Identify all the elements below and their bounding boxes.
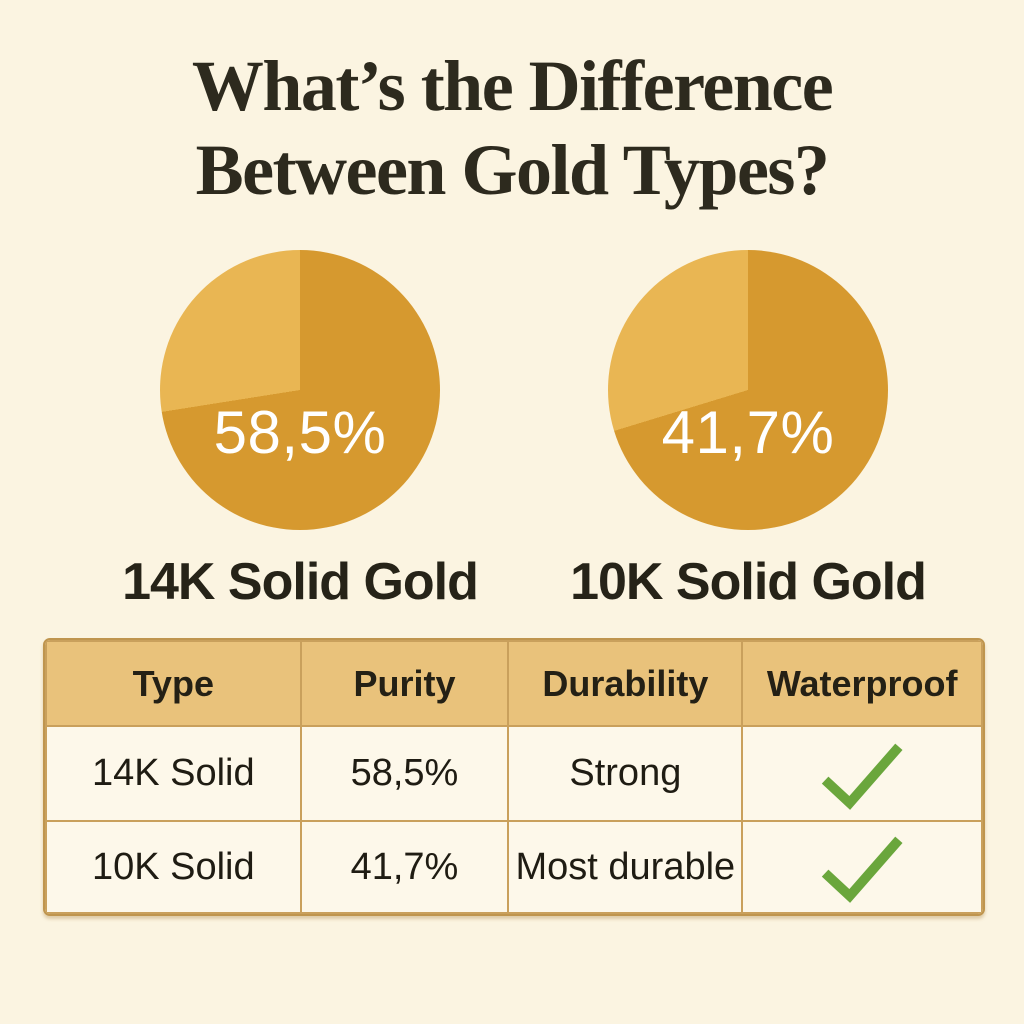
header-purity: Purity: [299, 640, 510, 727]
pie-chart-10k: 41,7%: [608, 250, 888, 530]
pie-chart-14k: 58,5%: [160, 250, 440, 530]
page-title-line1: What’s the Difference: [191, 46, 834, 126]
table-header-row: Type Purity Durability Waterproof: [45, 640, 983, 727]
table-row: 14K Solid 58,5% Strong: [45, 725, 983, 822]
pie-percent-label-10k: 41,7%: [661, 399, 835, 467]
pie-block-14k: 58,5% 14K Solid Gold: [110, 250, 490, 612]
page-title: What’s the Difference Between Gold Types…: [0, 44, 1024, 212]
pie-caption-14k: 14K Solid Gold: [122, 553, 479, 611]
comparison-table-wrap: Type Purity Durability Waterproof 14K So…: [43, 638, 985, 916]
pie-caption-10k: 10K Solid Gold: [570, 553, 927, 611]
checkmark-icon: [822, 743, 903, 810]
cell-purity-10k: 41,7%: [299, 820, 510, 914]
header-waterproof: Waterproof: [741, 640, 983, 727]
pie-block-10k: 41,7% 10K Solid Gold: [558, 250, 938, 612]
table-row: 10K Solid 41,7% Most durable: [45, 820, 983, 914]
header-type: Type: [45, 640, 302, 727]
cell-type-14k: 14K Solid: [45, 725, 302, 822]
comparison-table: Type Purity Durability Waterproof 14K So…: [45, 640, 983, 914]
page-title-line2: Between Gold Types?: [195, 130, 830, 210]
cell-durability-10k: Most durable: [507, 820, 744, 914]
pie-percent-label-14k: 58,5%: [213, 399, 387, 467]
cell-waterproof-14k: [741, 725, 983, 822]
checkmark-icon: [822, 836, 903, 903]
cell-purity-14k: 58,5%: [299, 725, 510, 822]
cell-durability-14k: Strong: [507, 725, 744, 822]
cell-waterproof-10k: [741, 820, 983, 914]
cell-type-10k: 10K Solid: [45, 820, 302, 914]
header-durability: Durability: [507, 640, 744, 727]
